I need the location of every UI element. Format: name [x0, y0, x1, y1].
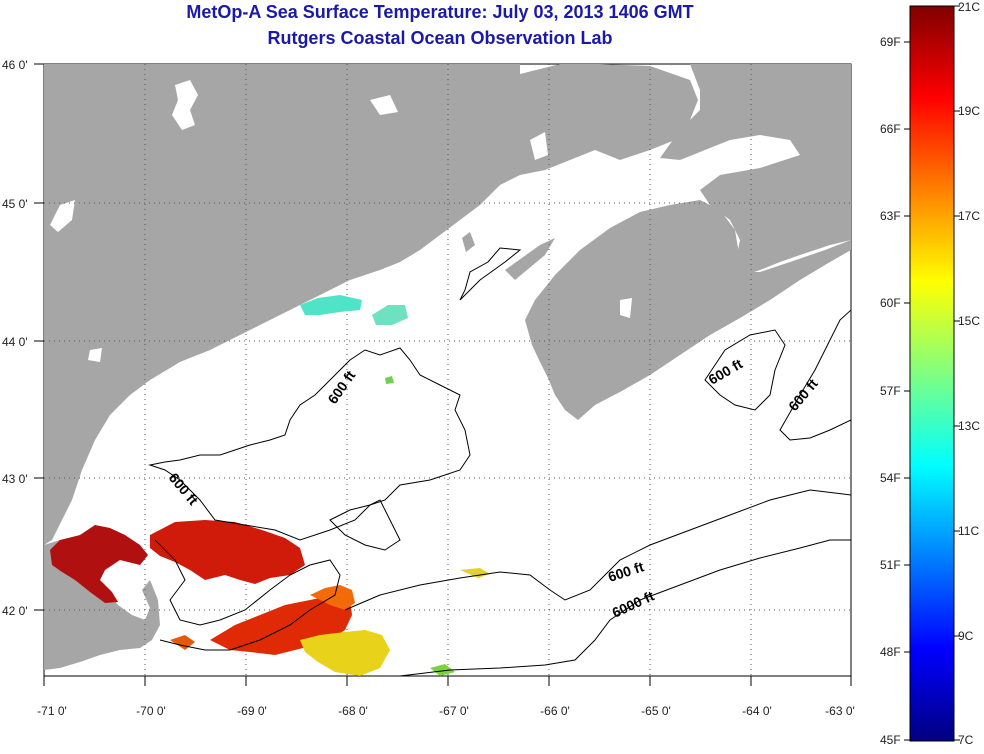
sst-patch-yellow-small	[460, 568, 490, 578]
lat-tick-label: 45 0'	[2, 197, 28, 211]
lat-tick-label: 42 0'	[2, 604, 28, 618]
lon-tick-label: -67 0'	[439, 704, 469, 718]
lake	[172, 80, 198, 130]
lon-tick-label: -64 0'	[742, 704, 772, 718]
sst-patch-coastal-cyan	[300, 295, 362, 315]
sst-patches	[50, 295, 490, 676]
lake	[50, 200, 75, 232]
lake	[620, 298, 632, 318]
lake	[530, 132, 548, 160]
colorbar-c-label: 11C	[958, 524, 979, 538]
lon-tick-label: -71 0'	[37, 704, 67, 718]
colorbar-c-label: 9C	[958, 629, 974, 643]
contour-600ft-emerald	[704, 329, 786, 411]
island	[505, 238, 555, 280]
map-title: MetOp-A Sea Surface Temperature: July 03…	[186, 2, 694, 22]
sst-patch-jordan-basin	[150, 520, 305, 584]
lat-tick-label: 46 0'	[2, 58, 28, 72]
colorbar-f-label: 45F	[880, 733, 901, 747]
colorbar-f-label: 69F	[880, 35, 901, 49]
contour-6000ft	[399, 539, 851, 676]
colorbar-f-label: 48F	[880, 645, 901, 659]
sst-patch-georges-edge	[310, 585, 355, 610]
lon-tick-label: -66 0'	[540, 704, 570, 718]
land-nova-scotia	[525, 200, 851, 420]
sst-patch-massachusetts-bay	[50, 525, 148, 603]
lat-tick-label: 44 0'	[2, 335, 28, 349]
sst-patch-green-dot	[385, 376, 394, 384]
lat-tick-label: 43 0'	[2, 472, 28, 486]
contour-bay-of-fundy	[459, 247, 522, 301]
land-northeast	[660, 64, 851, 275]
colorbar-c-label: 19C	[958, 104, 980, 118]
land-mainland	[44, 64, 698, 545]
sst-patch-mid-cyan	[372, 305, 408, 325]
sst-patch-southern-yellow	[300, 630, 390, 676]
lake	[370, 95, 398, 115]
colorbar-f-label: 63F	[880, 209, 901, 223]
lon-tick-label: -68 0'	[338, 704, 368, 718]
colorbar-f-label: 60F	[880, 296, 901, 310]
colorbar-c-label: 7C	[958, 733, 974, 747]
colorbar: 69F 66F 63F 60F 57F 54F 51F 48F 45F 21C …	[880, 0, 980, 747]
colorbar-bar	[909, 5, 955, 742]
sst-patch-green-small	[430, 664, 455, 676]
contour-northeast-channel	[329, 499, 401, 551]
lake	[88, 348, 102, 362]
lat-tick-labels: 46 0' 45 0' 44 0' 43 0' 42 0'	[2, 58, 28, 618]
island	[462, 232, 475, 252]
contour-600ft-gulf-of-maine	[148, 347, 471, 541]
contour-600ft-shelf	[344, 489, 851, 611]
lon-tick-label: -63 0'	[825, 704, 855, 718]
contour-600ft-georges	[154, 539, 341, 651]
lon-tick-labels: -71 0' -70 0' -69 0' -68 0' -67 0' -66 0…	[37, 704, 855, 718]
lon-tick-label: -65 0'	[641, 704, 671, 718]
axis-ticks	[34, 63, 852, 686]
colorbar-f-label: 57F	[880, 384, 901, 398]
map-subtitle: Rutgers Coastal Ocean Observation Lab	[267, 28, 613, 48]
lon-tick-label: -70 0'	[136, 704, 166, 718]
colorbar-f-label: 51F	[880, 558, 901, 572]
colorbar-c-label: 17C	[958, 209, 980, 223]
colorbar-f-label: 66F	[880, 122, 901, 136]
colorbar-f-label: 54F	[880, 471, 901, 485]
bathymetry-contours	[148, 247, 851, 676]
colorbar-c-label: 21C	[958, 0, 980, 14]
lon-tick-label: -69 0'	[237, 704, 267, 718]
colorbar-c-label: 13C	[958, 419, 980, 433]
colorbar-c-label: 15C	[958, 314, 980, 328]
contour-600ft-lahave	[779, 309, 851, 441]
